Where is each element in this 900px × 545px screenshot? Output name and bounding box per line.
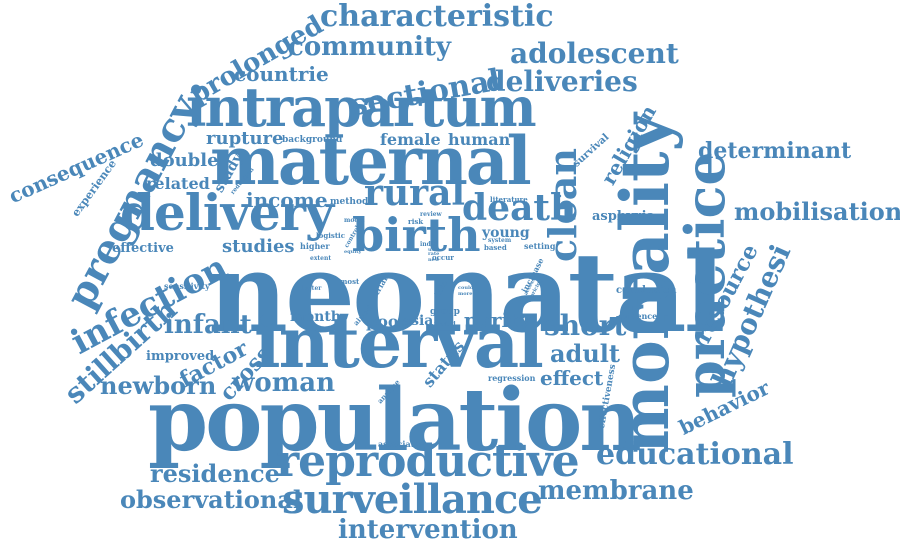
word-income: income: [246, 188, 328, 212]
word-determinant: determinant: [698, 138, 852, 164]
word-mobilisation: mobilisation: [734, 197, 900, 226]
word-risk: risk: [408, 217, 424, 226]
word-educational: educational: [596, 437, 794, 472]
word-young: young: [482, 225, 530, 241]
word-system: system: [488, 237, 512, 244]
word-india: india: [420, 241, 438, 248]
word-interval: interval: [254, 301, 544, 384]
word-rural: rural: [364, 172, 466, 214]
word-occur: occur: [432, 253, 454, 262]
word-parity: parity: [464, 308, 530, 332]
word-conclusion: conclusion: [616, 285, 677, 296]
word-community: community: [288, 32, 451, 62]
word-surveillance: surveillance: [282, 476, 543, 523]
word-intervention: intervention: [338, 515, 518, 545]
word-based: based: [484, 243, 507, 252]
word-could: could: [458, 285, 474, 291]
word-membrane: membrane: [538, 476, 694, 506]
word-residence: residence: [150, 459, 280, 488]
word-background: background: [282, 135, 343, 145]
word-cluster: cluster: [298, 285, 322, 292]
word-method: method: [330, 197, 369, 207]
word-logistic: logistic: [316, 231, 345, 240]
word-higher: higher: [300, 241, 330, 251]
word-setting: setting: [524, 241, 556, 251]
word-human: human: [448, 130, 511, 149]
word-short: short: [544, 309, 627, 342]
word-review: review: [420, 211, 442, 218]
word-equity: equity: [344, 249, 362, 255]
word-regression: regression: [488, 373, 536, 383]
word-use: use: [428, 247, 438, 253]
word-group: group: [430, 307, 460, 317]
word-infant: infant: [164, 310, 252, 340]
word-asia: asia: [402, 313, 434, 329]
word-population: population: [148, 370, 642, 471]
word-period: period: [434, 321, 456, 328]
word-birth: birth: [352, 208, 481, 262]
word-effect: effect: [540, 366, 604, 390]
word-reproductive: reproductive: [276, 436, 580, 487]
word-most: most: [340, 277, 360, 286]
word-neonatal: neonatal: [208, 228, 725, 357]
word-observational: observational: [120, 485, 303, 514]
word-extent: extent: [310, 255, 332, 262]
word-female: female: [380, 130, 441, 149]
word-maternal: maternal: [210, 122, 532, 200]
word-death: death: [462, 187, 577, 229]
word-delivery: delivery: [120, 183, 334, 242]
word-rupture: rupture: [206, 128, 284, 149]
word-new: new: [428, 257, 440, 263]
word-newborn: newborn: [100, 371, 217, 400]
word-poor: poor: [366, 312, 407, 331]
word-sensitivity: sensitivity: [164, 281, 210, 291]
word-association: association: [378, 439, 429, 449]
word-double: double: [150, 150, 219, 171]
word-adult: adult: [550, 339, 620, 368]
word-literature: literature: [490, 195, 528, 204]
word-intrapartum: intrapartum: [186, 75, 537, 139]
word-related: related: [146, 174, 210, 193]
word-evidence: evidence: [618, 311, 658, 321]
word-improved: improved: [146, 349, 215, 364]
word-asphyxia: asphyxia: [592, 209, 655, 224]
word-month: month: [290, 309, 341, 325]
word-characteristic: characteristic: [320, 0, 554, 34]
word-effective: effective: [112, 241, 174, 256]
word-rate: rate: [428, 251, 440, 257]
word-studies: studies: [222, 236, 295, 257]
word-more: more: [458, 291, 473, 297]
word-countrie: countrie: [234, 62, 329, 86]
word-woman: woman: [232, 368, 335, 398]
word-deliveries: deliveries: [486, 65, 638, 98]
word-model: model: [344, 217, 365, 224]
word-adolescent: adolescent: [510, 37, 679, 70]
